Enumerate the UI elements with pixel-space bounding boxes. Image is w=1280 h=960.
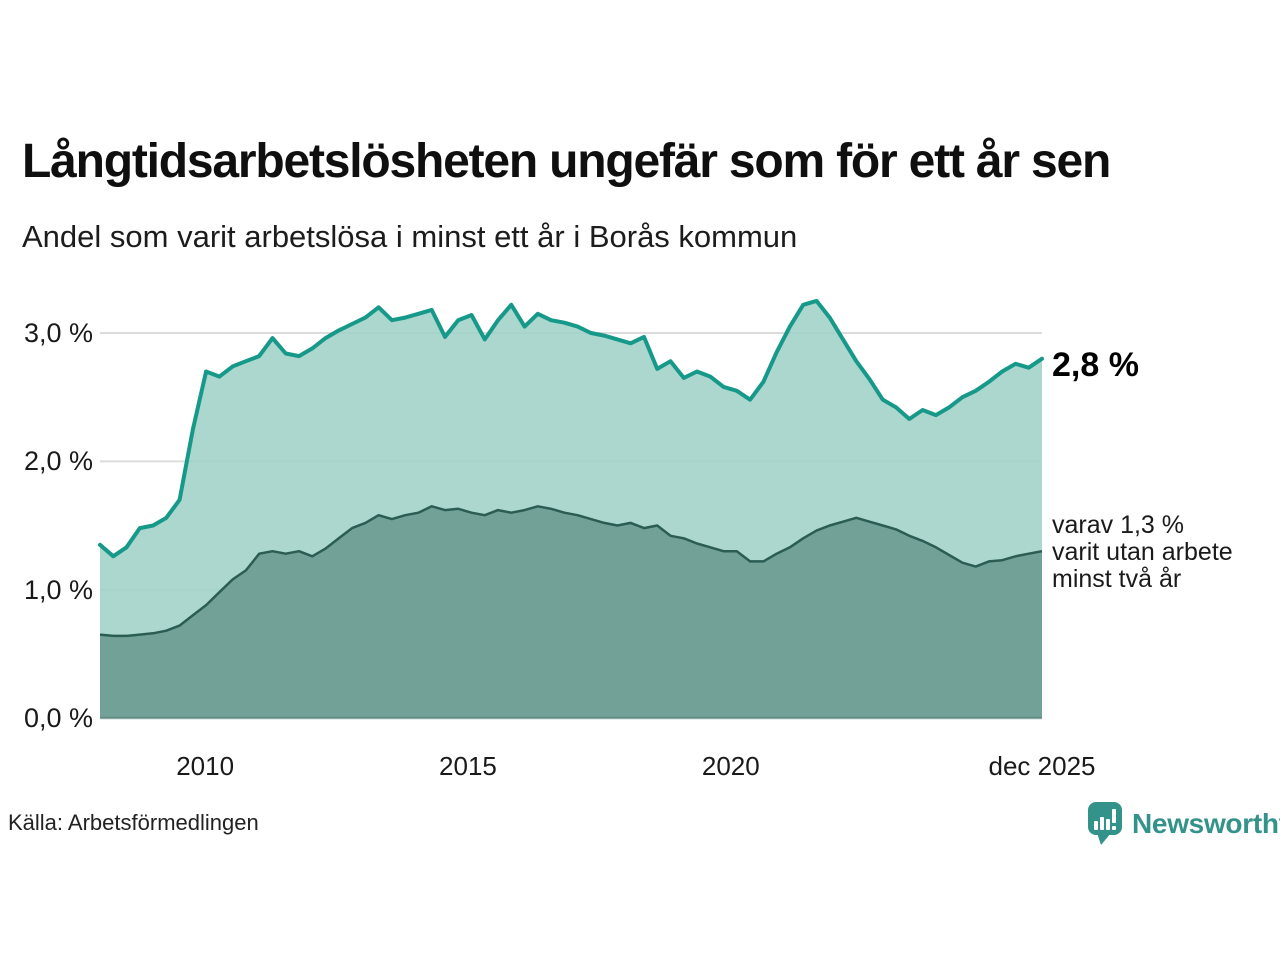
breakdown-annotation: varav 1,3 % varit utan arbete minst två … [1052, 512, 1233, 593]
x-tick-label: dec 2025 [988, 751, 1096, 781]
page-title: Långtidsarbetslösheten ungefär som för e… [22, 135, 1111, 188]
y-tick-label: 0,0 % [23, 703, 93, 733]
latest-value-annotation: 2,8 % [1052, 346, 1139, 384]
y-tick-label: 2,0 % [23, 446, 93, 477]
x-tick-label: 2010 [176, 751, 235, 781]
brand-name: Newsworthy [1132, 808, 1280, 839]
breakdown-line-2: varit utan arbete [1052, 538, 1233, 566]
source-note: Källa: Arbetsförmedlingen [8, 810, 259, 835]
breakdown-line-3: minst två år [1052, 565, 1182, 593]
x-tick-label: 2020 [701, 751, 760, 781]
y-tick-label: 1,0 % [23, 574, 93, 605]
page-subtitle: Andel som varit arbetslösa i minst ett å… [22, 219, 798, 254]
y-tick-label: 3,0 % [23, 318, 93, 348]
newsworthy-pin-bars-icon [1088, 802, 1122, 845]
x-tick-label: 2015 [439, 751, 497, 781]
breakdown-line-1: varav 1,3 % [1052, 511, 1185, 539]
brand-logo: Newsworthy [1085, 799, 1280, 849]
